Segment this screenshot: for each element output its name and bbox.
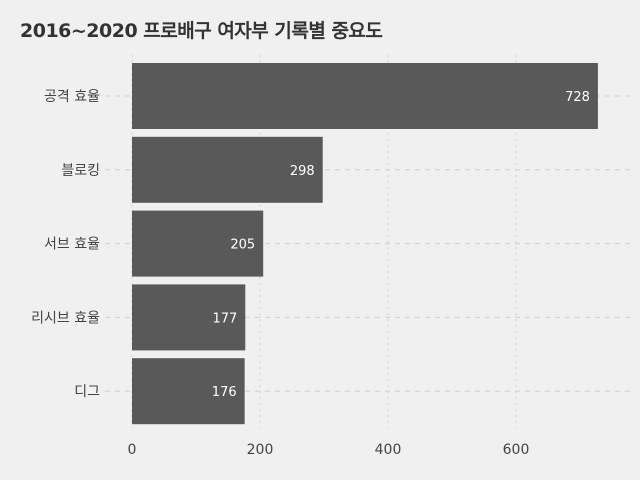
chart-title: 2016~2020 프로배구 여자부 기록별 중요도 bbox=[20, 20, 383, 42]
data-label: 298 bbox=[290, 164, 315, 179]
data-label: 177 bbox=[212, 311, 237, 326]
bar bbox=[132, 284, 246, 351]
x-tick-label: 0 bbox=[128, 442, 137, 458]
bar bbox=[132, 358, 245, 425]
data-label: 176 bbox=[212, 385, 237, 400]
y-tick-label: 공격 효율 bbox=[44, 89, 100, 105]
x-tick-label: 400 bbox=[375, 442, 402, 458]
bar bbox=[132, 210, 264, 277]
bar bbox=[132, 136, 323, 203]
x-tick-label: 600 bbox=[503, 442, 530, 458]
y-tick-label: 리시브 효율 bbox=[31, 310, 100, 326]
data-label: 205 bbox=[230, 238, 255, 253]
y-tick-label: 서브 효율 bbox=[44, 237, 100, 253]
x-tick-label: 200 bbox=[247, 442, 274, 458]
y-tick-label: 블로킹 bbox=[61, 163, 100, 179]
data-label: 728 bbox=[565, 90, 590, 105]
bar bbox=[132, 63, 598, 129]
y-tick-label: 디그 bbox=[74, 384, 100, 400]
